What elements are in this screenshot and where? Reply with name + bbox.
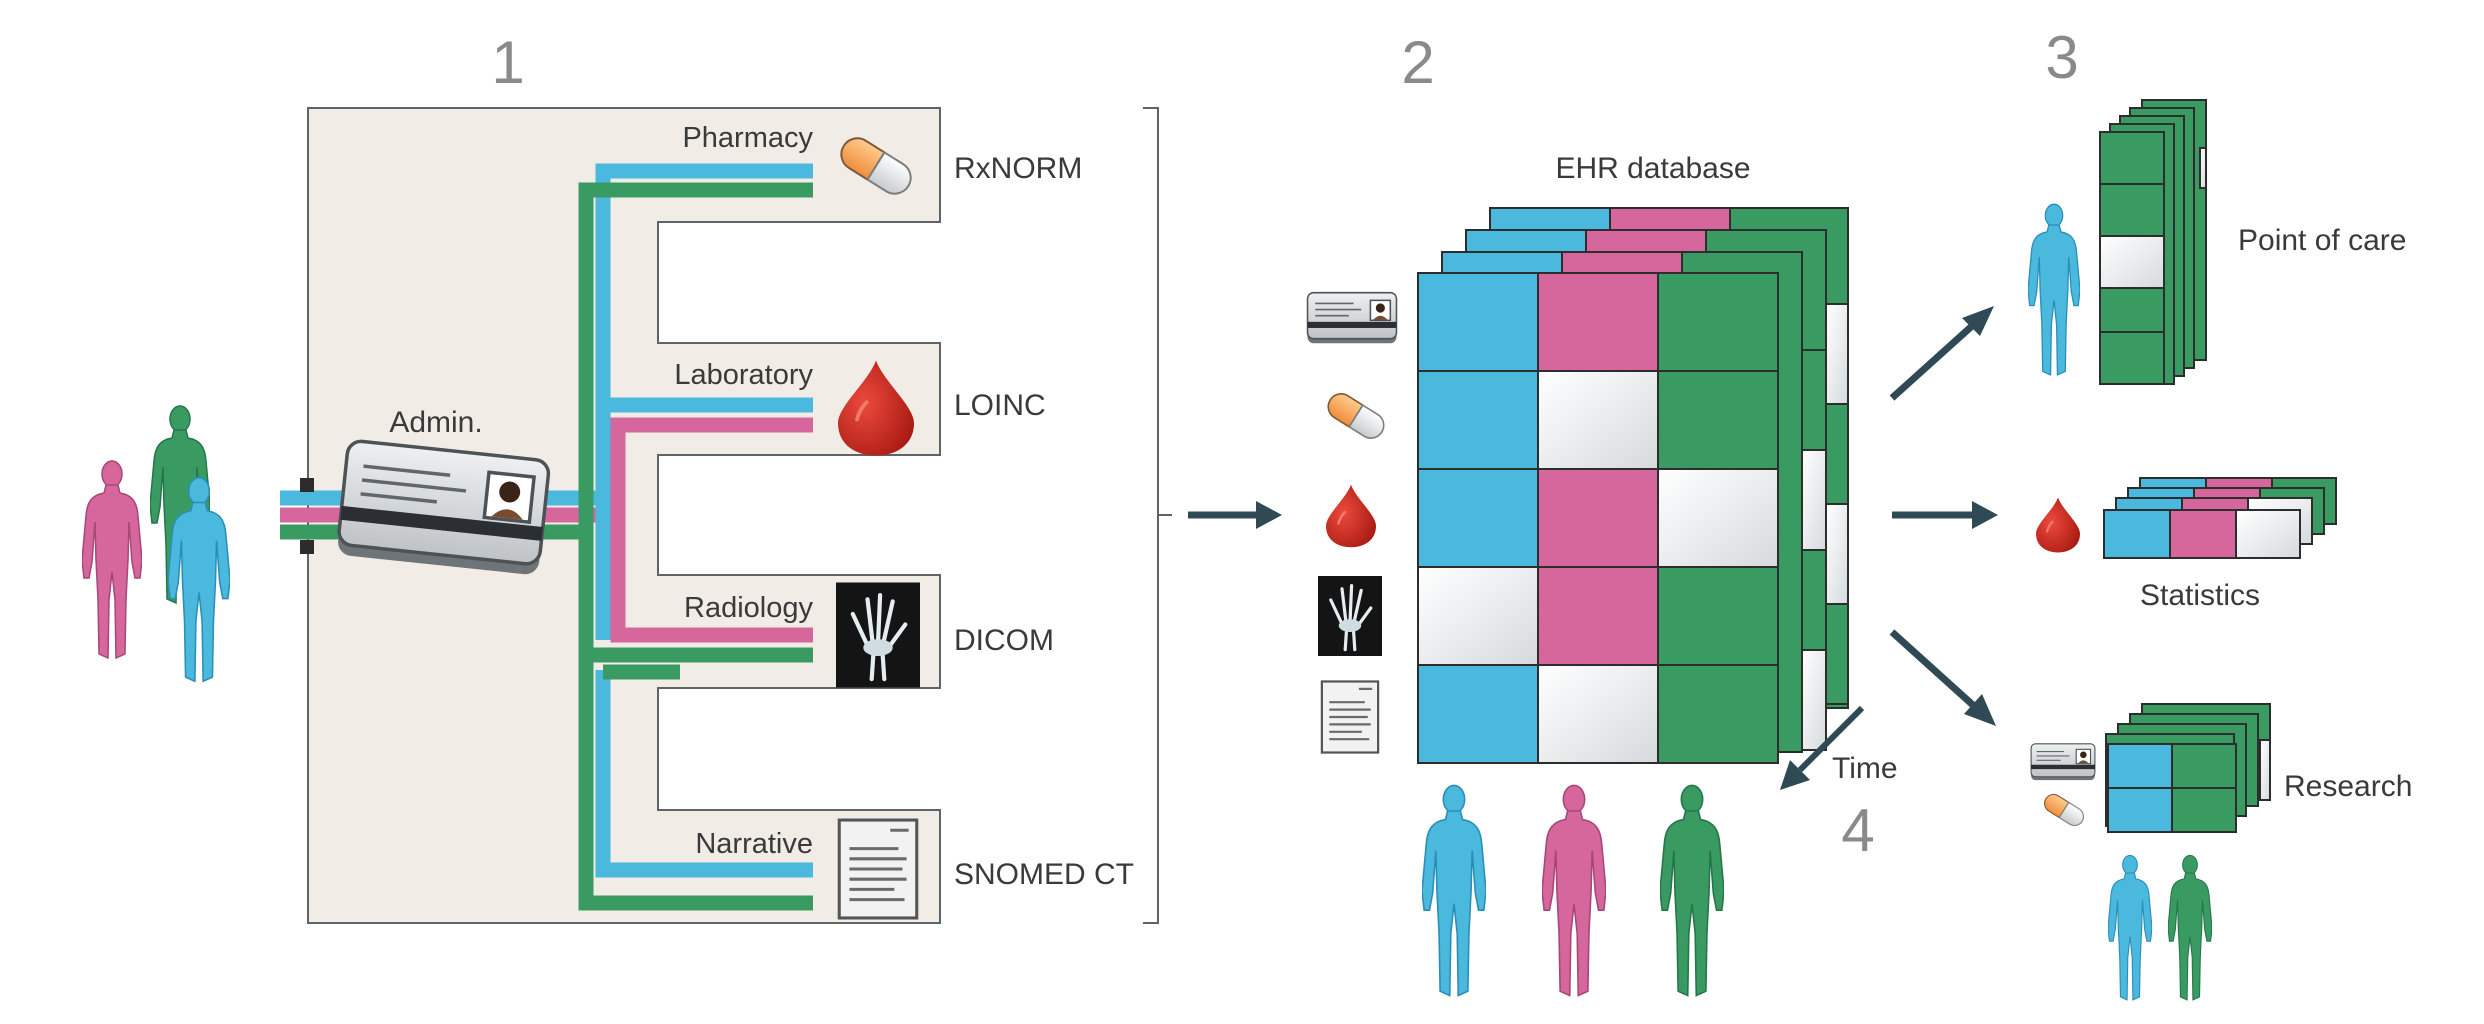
source-label-narrative: Narrative	[695, 828, 813, 860]
standard-loinc: LOINC	[954, 389, 1046, 422]
step-number-2: 2	[1401, 29, 1434, 96]
document-icon	[1320, 680, 1380, 754]
time-arrow	[1780, 705, 1865, 790]
step-number-3: 3	[2045, 24, 2078, 91]
standard-rxnorm: RxNORM	[954, 152, 1082, 185]
admin-label: Admin.	[389, 406, 482, 439]
statistics-label: Statistics	[2140, 579, 2260, 612]
step-number-1: 1	[491, 29, 524, 96]
arrow-to-ehr	[1188, 501, 1282, 529]
ehr-database-label: EHR database	[1555, 152, 1750, 185]
xray-hand-icon	[1318, 576, 1382, 656]
ehr-database-stack	[1417, 207, 1849, 764]
point-of-care-output: Point of care	[2028, 99, 2406, 385]
data-pipelines	[280, 163, 813, 911]
xray-hand-icon	[836, 583, 920, 688]
source-label-radiology: Radiology	[684, 592, 813, 624]
time-label: Time	[1832, 752, 1898, 785]
patients-group	[82, 405, 230, 683]
research-label: Research	[2284, 770, 2412, 803]
blood-drop-icon	[1326, 484, 1376, 548]
standard-dicom: DICOM	[954, 624, 1054, 657]
statistics-output: Statistics	[2036, 477, 2337, 612]
step-number-4: 4	[1841, 797, 1874, 864]
source-label-pharmacy: Pharmacy	[682, 122, 813, 154]
point-of-care-label: Point of care	[2238, 224, 2406, 257]
output-arrows	[1889, 306, 1998, 726]
document-icon	[837, 818, 919, 920]
admin-card: Admin.	[334, 406, 552, 578]
research-output: Research	[2030, 703, 2412, 1001]
standard-snomed-ct: SNOMED CT	[954, 858, 1134, 891]
id-card-icon	[1306, 291, 1398, 345]
ehr-patients-group	[1422, 784, 1724, 997]
source-label-laboratory: Laboratory	[674, 359, 813, 391]
pill-icon	[1322, 388, 1390, 444]
